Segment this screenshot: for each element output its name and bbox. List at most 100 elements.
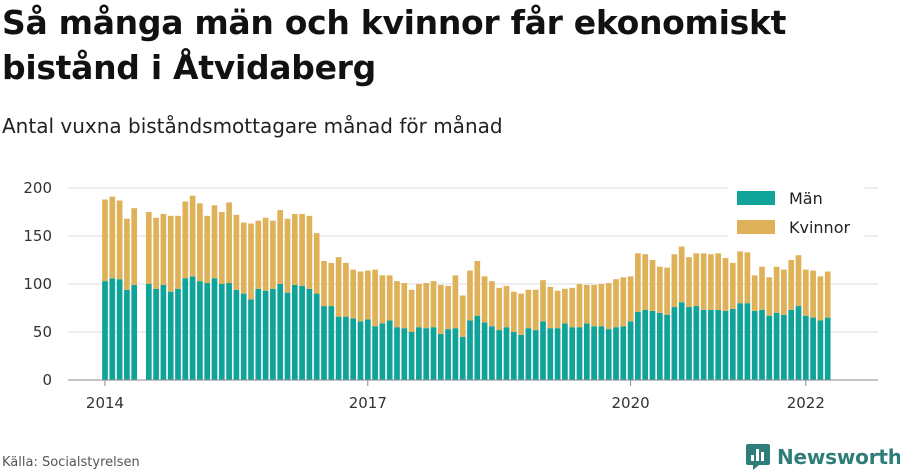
bar-men <box>693 306 700 380</box>
bar-men <box>700 309 707 380</box>
bar-men <box>554 328 561 380</box>
bar-women <box>255 220 262 289</box>
bar-men <box>445 329 451 380</box>
bar-women <box>394 281 400 328</box>
x-axis: 2014 2017 2020 2022 <box>68 379 878 412</box>
bar-men <box>598 326 605 380</box>
bar-men <box>620 326 627 380</box>
bar-women <box>313 233 320 294</box>
bar-women <box>613 279 619 328</box>
bar-women <box>525 289 532 329</box>
bar-men <box>759 309 765 380</box>
bar-men <box>708 309 714 380</box>
bar-men <box>109 278 116 380</box>
bar-men <box>437 333 444 380</box>
bar-women <box>481 276 488 323</box>
bar-women <box>364 270 371 320</box>
y-tick-label: 150 <box>23 227 52 245</box>
bar-men <box>240 293 247 380</box>
bar-women <box>452 275 459 329</box>
bar-men <box>416 327 422 380</box>
bar-men <box>306 288 313 380</box>
bar-women <box>386 275 393 321</box>
bar-women <box>357 271 364 322</box>
bar-women <box>379 275 386 324</box>
bar-women <box>700 253 707 310</box>
bar-men <box>751 310 758 380</box>
bar-women <box>693 253 700 307</box>
x-tick-label: 2022 <box>787 394 825 412</box>
bar-women <box>503 285 510 328</box>
bar-men <box>262 290 269 380</box>
brand-logo[interactable]: Newsworthy <box>745 442 900 472</box>
legend-label: Män <box>789 189 823 208</box>
legend: Män Kvinnor <box>728 183 864 243</box>
bar-men <box>817 320 824 380</box>
bar-women <box>708 254 714 310</box>
bar-women <box>671 254 678 308</box>
bar-men <box>335 316 342 380</box>
bar-women <box>401 283 408 329</box>
bar-women <box>408 289 415 332</box>
bar-women <box>430 281 437 328</box>
x-tick-label: 2020 <box>612 394 650 412</box>
bar-men <box>452 328 459 380</box>
bar-women <box>197 203 203 282</box>
bar-chart-logo-icon <box>746 444 770 470</box>
bar-women <box>211 205 218 279</box>
bar-women <box>124 218 130 290</box>
bar-men <box>233 289 240 380</box>
bar-men <box>664 314 670 380</box>
bar-women <box>350 269 357 319</box>
bar-men <box>175 288 181 380</box>
bar-men <box>744 303 751 380</box>
bar-women <box>540 280 546 322</box>
bar-men <box>802 315 809 380</box>
bar-men <box>408 332 415 380</box>
bar-men <box>481 322 488 380</box>
bar-men <box>715 309 722 380</box>
bar-men <box>518 334 524 380</box>
bar-women <box>116 200 123 280</box>
bar-women <box>795 255 802 307</box>
bar-women <box>583 284 590 324</box>
bar-men <box>248 299 254 380</box>
bar-men <box>678 302 685 380</box>
bar-men <box>189 276 196 380</box>
bar-men <box>218 284 225 380</box>
bar-men <box>160 284 167 380</box>
bar-men <box>430 327 437 380</box>
legend-swatch <box>737 191 775 205</box>
bar-men <box>737 303 743 380</box>
bar-men <box>766 315 773 380</box>
bar-men <box>503 327 510 380</box>
bar-men <box>328 306 335 380</box>
bar-women <box>437 284 444 334</box>
bar-men <box>277 284 284 380</box>
bar-men <box>197 281 203 380</box>
bar-men <box>401 328 408 380</box>
bar-women <box>766 277 773 316</box>
bar-women <box>335 257 342 317</box>
y-axis-labels: 0 50 100 150 200 <box>23 179 52 389</box>
bar-men <box>291 284 298 380</box>
bar-men <box>357 321 364 380</box>
bar-men <box>379 323 386 380</box>
bar-men <box>423 328 430 380</box>
bar-men <box>635 311 641 380</box>
bar-women <box>182 201 189 279</box>
bar-women <box>153 217 159 289</box>
bar-men <box>467 320 473 380</box>
bar-men <box>153 288 159 380</box>
bar-women <box>781 269 787 315</box>
bar-men <box>394 327 400 380</box>
bar-women <box>686 257 692 308</box>
bar-women <box>328 262 335 307</box>
bar-women <box>744 252 751 304</box>
bar-men <box>729 308 736 380</box>
bar-women <box>226 202 232 284</box>
bar-women <box>306 215 313 289</box>
bar-men <box>656 312 663 380</box>
bar-women <box>218 212 225 284</box>
